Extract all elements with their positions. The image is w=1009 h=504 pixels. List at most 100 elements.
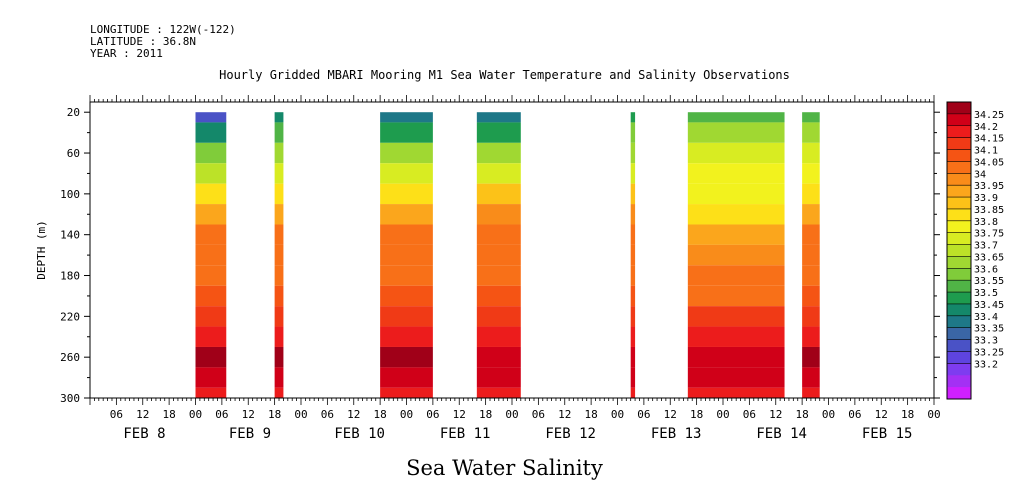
salinity-cell — [274, 367, 284, 388]
salinity-cell — [476, 306, 521, 327]
colorbar-label: 33.55 — [974, 276, 1004, 287]
salinity-cell — [476, 265, 521, 286]
x-tick-label: 12 — [769, 408, 782, 421]
x-tick-label: 12 — [136, 408, 149, 421]
data-block — [802, 112, 820, 398]
x-tick-label: 00 — [400, 408, 413, 421]
salinity-cell — [802, 367, 820, 388]
data-block — [630, 112, 636, 398]
colorbar-label: 33.85 — [974, 205, 1004, 216]
salinity-cell — [195, 183, 227, 205]
salinity-cell — [687, 142, 785, 164]
salinity-cell — [802, 285, 820, 307]
x-tick-label: 12 — [242, 408, 255, 421]
x-day-label: FEB 15 — [862, 426, 913, 442]
x-tick-label: 18 — [268, 408, 281, 421]
x-day-label: FEB 13 — [651, 426, 702, 442]
x-tick-label: 18 — [690, 408, 703, 421]
x-tick-label: 06 — [321, 408, 334, 421]
salinity-cell — [630, 244, 636, 266]
salinity-cell — [687, 112, 785, 123]
salinity-cell — [630, 265, 636, 286]
x-tick-label: 18 — [901, 408, 914, 421]
colorbar-label: 33.9 — [974, 193, 998, 204]
salinity-cell — [380, 326, 433, 347]
salinity-cell — [380, 306, 433, 327]
salinity-cell — [687, 285, 785, 307]
x-tick-label: 18 — [374, 408, 387, 421]
colorbar: 34.2534.234.1534.134.053433.9533.933.853… — [946, 101, 1004, 400]
salinity-cell — [802, 224, 820, 245]
colorbar-label: 33.45 — [974, 300, 1004, 311]
plot-frame: 20 60 100 140 180 220 260 300 DEPTH (m) 06 12 18 00 0… — [35, 95, 941, 442]
salinity-cell — [195, 163, 227, 184]
salinity-cell — [802, 142, 820, 164]
salinity-cell — [195, 265, 227, 286]
x-day-label: FEB 14 — [756, 426, 807, 442]
salinity-cell — [380, 265, 433, 286]
colorbar-swatch — [947, 339, 971, 352]
salinity-cell — [274, 204, 284, 225]
salinity-cell — [802, 244, 820, 266]
salinity-cell — [687, 122, 785, 143]
colorbar-label: 33.2 — [974, 359, 998, 370]
colorbar-swatch — [947, 113, 971, 127]
salinity-cell — [802, 163, 820, 184]
colorbar-swatch — [947, 327, 971, 341]
colorbar-swatch — [947, 375, 971, 388]
colorbar-label: 34.25 — [974, 110, 1004, 121]
colorbar-swatch — [947, 208, 971, 222]
data-block — [195, 112, 227, 398]
colorbar-swatch — [947, 315, 971, 329]
x-tick-label: 06 — [743, 408, 756, 421]
x-tick-label: 18 — [163, 408, 176, 421]
colorbar-swatch — [947, 161, 971, 174]
x-tick-label: 00 — [189, 408, 202, 421]
latitude-label: LATITUDE : 36.8N — [90, 35, 196, 48]
x-tick-label: 06 — [637, 408, 650, 421]
x-tick-label: 06 — [848, 408, 861, 421]
salinity-cell — [476, 183, 521, 205]
x-tick-label: 18 — [479, 408, 492, 421]
salinity-cell — [195, 367, 227, 388]
salinity-cell — [195, 224, 227, 245]
salinity-cell — [274, 387, 284, 398]
salinity-cell — [476, 163, 521, 184]
salinity-cell — [687, 163, 785, 184]
salinity-cell — [274, 306, 284, 327]
salinity-cell — [274, 112, 284, 123]
salinity-cell — [687, 387, 785, 398]
data-block — [380, 112, 433, 398]
x-day-label: FEB 12 — [545, 426, 596, 442]
x-tick-label: 00 — [505, 408, 518, 421]
x-day-label: FEB 9 — [229, 426, 271, 442]
salinity-cell — [274, 285, 284, 307]
salinity-cell — [630, 204, 636, 225]
salinity-cell — [802, 306, 820, 327]
salinity-cell — [630, 142, 636, 164]
salinity-cell — [380, 142, 433, 164]
plot-area — [195, 112, 820, 398]
salinity-cell — [687, 183, 785, 205]
colorbar-label: 34 — [974, 169, 986, 180]
salinity-cell — [687, 367, 785, 388]
salinity-cell — [195, 326, 227, 347]
colorbar-swatch — [947, 363, 971, 376]
salinity-cell — [476, 224, 521, 245]
salinity-cell — [195, 122, 227, 143]
salinity-cell — [630, 306, 636, 327]
salinity-cell — [274, 265, 284, 286]
salinity-cell — [687, 224, 785, 245]
salinity-cell — [274, 122, 284, 143]
salinity-cell — [195, 244, 227, 266]
salinity-cell — [476, 244, 521, 266]
salinity-cell — [476, 204, 521, 225]
salinity-cell — [802, 265, 820, 286]
colorbar-swatch — [947, 232, 971, 246]
salinity-cell — [802, 183, 820, 205]
data-block — [476, 112, 521, 398]
colorbar-label: 33.75 — [974, 229, 1004, 240]
colorbar-label: 33.65 — [974, 252, 1004, 263]
salinity-cell — [380, 122, 433, 143]
